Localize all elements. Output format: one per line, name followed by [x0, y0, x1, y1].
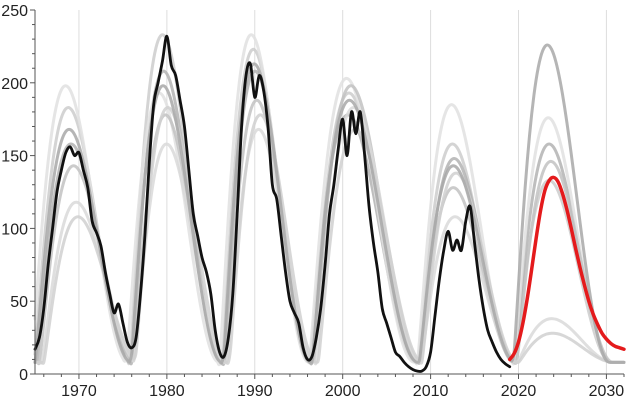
x-tick-label: 2000 — [325, 383, 361, 400]
axes: 0 50 100 150 200 250 1970 1980 1990 2000 2010 2020 2… — [1, 3, 625, 400]
y-tick-label: 100 — [1, 221, 28, 238]
x-tick-label: 2010 — [413, 383, 449, 400]
y-tick-label: 200 — [1, 76, 28, 93]
observed-series-line — [33, 34, 512, 373]
y-tick-label: 250 — [1, 3, 28, 20]
predicted-series-line — [507, 175, 626, 362]
model-curve — [33, 43, 626, 366]
x-tick-label: 2030 — [589, 383, 625, 400]
x-tick-label: 1970 — [61, 383, 97, 400]
plot-curves — [33, 33, 626, 373]
x-tick-label: 1980 — [149, 383, 185, 400]
x-tick-label: 1990 — [237, 383, 273, 400]
x-tick-label: 2020 — [501, 383, 537, 400]
model-curve — [33, 106, 626, 365]
y-tick-label: 0 — [19, 367, 28, 384]
model-curve — [33, 33, 626, 367]
grid — [78, 10, 607, 374]
y-tick-label: 50 — [10, 294, 28, 311]
y-tick-label: 150 — [1, 149, 28, 166]
